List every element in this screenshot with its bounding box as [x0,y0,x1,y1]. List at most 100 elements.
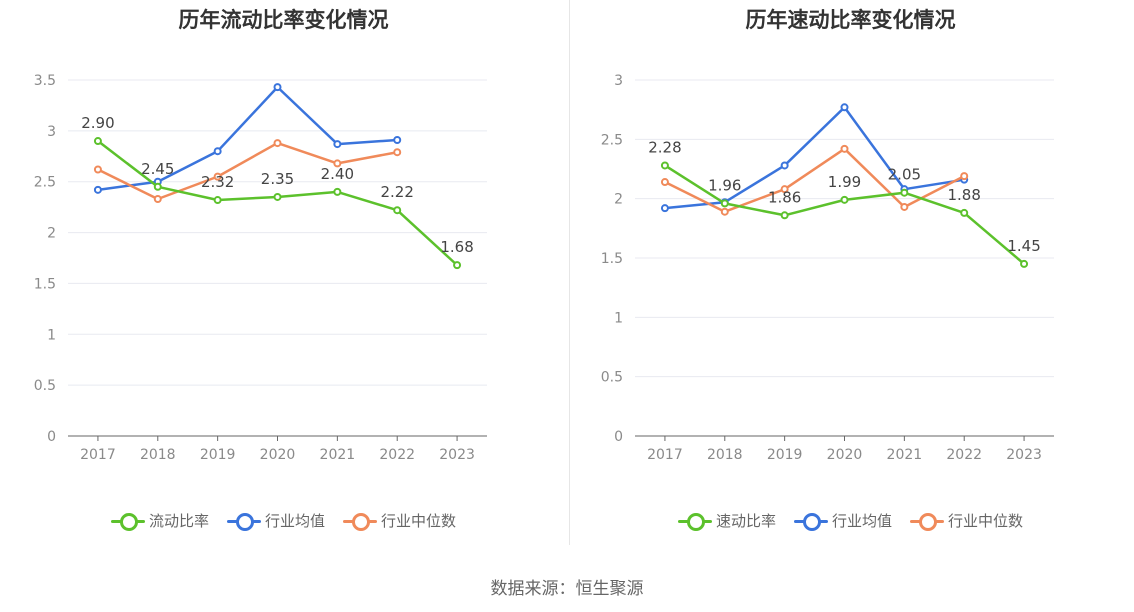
y-tick-label: 2.5 [34,175,56,191]
x-tick-label: 2022 [946,447,982,463]
y-tick-label: 1 [614,310,623,326]
data-point-industry_median[interactable] [93,165,102,174]
legend-item-industry-median[interactable]: 行业中位数 [910,510,1023,531]
data-point-industry_median[interactable] [720,207,729,216]
data-label: 2.05 [888,166,921,184]
data-point-ratio[interactable] [453,261,462,270]
data-point-industry_median[interactable] [333,159,342,168]
chart-title: 历年流动比率变化情况 [178,8,389,32]
data-point-industry_median[interactable] [660,178,669,187]
data-point-ratio[interactable] [153,182,162,191]
data-label: 2.22 [381,183,414,201]
data-point-industry_avg[interactable] [333,140,342,149]
data-point-industry_avg[interactable] [780,161,789,170]
data-point-industry_median[interactable] [960,172,969,181]
data-label: 2.40 [321,165,354,183]
data-point-ratio[interactable] [960,208,969,217]
legend-marker-icon [793,512,828,531]
data-point-industry_avg[interactable] [93,185,102,194]
data-point-industry_median[interactable] [393,148,402,157]
data-point-ratio[interactable] [393,206,402,215]
legend-label: 速动比率 [715,512,776,530]
y-tick-label: 3.5 [34,73,56,89]
data-label: 2.90 [81,114,114,132]
y-tick-label: 2 [614,192,623,208]
data-point-industry_avg[interactable] [393,136,402,145]
x-tick-label: 2020 [260,447,296,463]
data-point-industry_avg[interactable] [273,83,282,92]
legend-marker-icon [677,512,712,531]
legend-item-ratio[interactable]: 流动比率 [110,510,209,531]
current-ratio-chart: 0 0.5 1 1.5 2 2.5 3 3.5 2017 2018 2019 2020 2021 2022… [34,73,487,463]
legend-label: 行业中位数 [948,512,1024,530]
data-point-ratio[interactable] [93,137,102,146]
data-point-industry_median[interactable] [840,144,849,153]
data-point-ratio[interactable] [780,211,789,220]
data-label: 1.88 [948,186,981,204]
y-tick-label: 3 [47,124,56,140]
y-tick-label: 0.5 [601,370,623,386]
data-label: 1.96 [708,176,741,194]
data-point-industry_avg[interactable] [840,103,849,112]
data-point-ratio[interactable] [660,161,669,170]
x-tick-label: 2018 [140,447,176,463]
y-tick-label: 1.5 [601,251,623,267]
data-point-industry_median[interactable] [780,185,789,194]
legend-label: 行业中位数 [381,512,457,530]
series-line-industry_median [97,141,398,201]
data-point-ratio[interactable] [840,195,849,204]
x-tick-label: 2018 [707,447,743,463]
data-point-ratio[interactable] [720,199,729,208]
x-tick-label: 2021 [887,447,923,463]
data-label: 2.32 [201,173,234,191]
legend-item-industry-avg[interactable]: 行业均值 [226,510,325,531]
chart-title: 历年速动比率变化情况 [745,8,956,32]
data-point-industry_median[interactable] [153,195,162,204]
series-line-industry_avg [97,85,398,192]
legend-label: 行业均值 [831,512,892,530]
chart-legend: 流动比率 行业均值 行业中位数 [0,510,567,531]
x-tick-label: 2021 [320,447,356,463]
data-label: 1.99 [828,173,861,191]
data-point-ratio[interactable] [213,196,222,205]
series-line-industry_avg [664,106,965,210]
data-point-ratio[interactable] [1020,259,1029,268]
y-tick-label: 0 [47,429,56,445]
x-tick-label: 2023 [1006,447,1042,463]
data-label: 1.45 [1007,237,1040,255]
quick-ratio-chart: 0 0.5 1 1.5 2 2.5 3 2017 2018 2019 2020 2021 2022 202… [601,73,1054,463]
series-line-industry_median [664,147,965,213]
data-point-industry_avg[interactable] [660,204,669,213]
data-point-ratio[interactable] [333,187,342,196]
data-point-industry_avg[interactable] [213,147,222,156]
y-tick-label: 2.5 [601,132,623,148]
legend-item-industry-avg[interactable]: 行业均值 [793,510,892,531]
legend-label: 行业均值 [264,512,325,530]
legend-marker-icon [910,512,944,531]
legend-label: 流动比率 [148,512,209,530]
data-point-ratio[interactable] [900,188,909,197]
x-tick-label: 2019 [767,447,803,463]
data-point-industry_median[interactable] [273,139,282,148]
y-tick-label: 0.5 [34,378,56,394]
data-label: 1.68 [440,238,473,256]
data-point-ratio[interactable] [273,192,282,201]
legend-marker-icon [226,512,261,531]
legend-marker-icon [343,512,377,531]
chart-legend: 速动比率 行业均值 行业中位数 [567,510,1134,531]
x-tick-label: 2019 [200,447,236,463]
panel-divider [569,0,570,545]
data-source-note: 数据来源：恒生聚源 [490,579,644,599]
x-tick-label: 2020 [827,447,863,463]
legend-item-ratio[interactable]: 速动比率 [677,510,776,531]
data-point-industry_median[interactable] [900,202,909,211]
x-tick-label: 2023 [439,447,475,463]
data-label: 2.28 [648,138,681,156]
quick-ratio-panel: 历年速动比率变化情况 0 0.5 1 1.5 2 2.5 3 2017 2018 2019 2020… [567,0,1134,545]
data-label: 2.35 [261,170,294,188]
y-tick-label: 2 [47,226,56,242]
data-point-industry_median[interactable] [213,172,222,181]
data-label: 2.45 [141,160,174,178]
x-tick-label: 2022 [379,447,415,463]
legend-item-industry-median[interactable]: 行业中位数 [343,510,456,531]
